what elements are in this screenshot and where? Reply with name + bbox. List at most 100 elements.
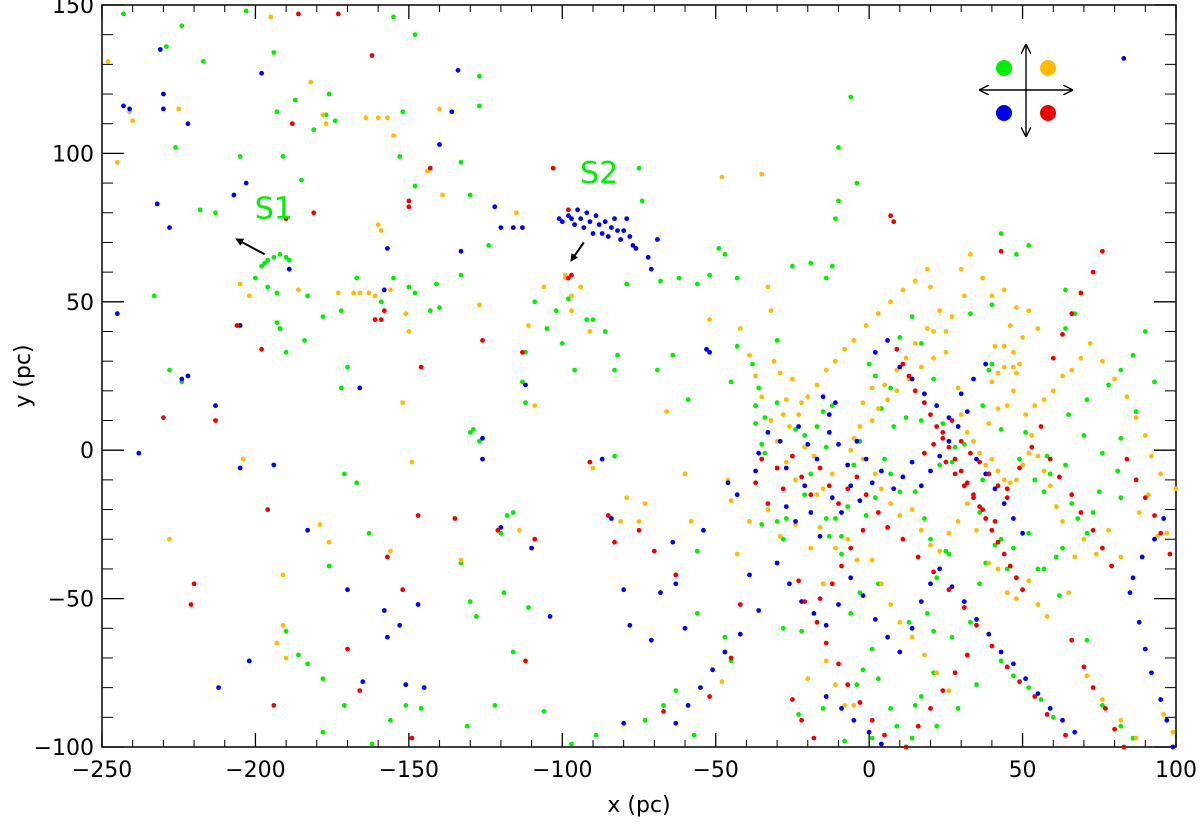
data-point (949, 418, 955, 423)
data-point (777, 438, 783, 444)
legend-quadrant-dot (996, 105, 1012, 121)
data-point (793, 477, 798, 483)
data-point (572, 367, 577, 373)
data-point (817, 525, 823, 530)
data-point (633, 246, 639, 251)
data-point (940, 435, 946, 441)
data-point (869, 646, 875, 652)
y-tick-label: −100 (34, 736, 94, 761)
data-point (584, 210, 590, 216)
data-point (977, 459, 982, 465)
data-point (986, 560, 992, 566)
data-point (928, 581, 933, 587)
data-point (1044, 614, 1050, 619)
data-point (449, 109, 455, 115)
data-point (694, 281, 700, 287)
data-point (458, 557, 464, 563)
data-point (839, 563, 844, 569)
data-point (977, 510, 982, 515)
data-point (694, 548, 700, 554)
data-point (977, 581, 982, 587)
data-point (385, 246, 390, 251)
data-point (121, 103, 126, 109)
data-point (369, 741, 375, 747)
data-point (934, 670, 940, 676)
data-point (1170, 729, 1176, 735)
data-point (888, 706, 893, 711)
data-point (1078, 290, 1084, 296)
data-point (1001, 364, 1007, 370)
data-point (1044, 712, 1050, 717)
data-point (345, 364, 350, 370)
data-point (992, 343, 998, 349)
data-point (569, 741, 574, 747)
data-point (995, 483, 1001, 489)
data-point (259, 263, 264, 269)
data-point (216, 685, 222, 690)
data-point (253, 275, 258, 281)
data-point (636, 527, 642, 533)
data-point (900, 474, 906, 480)
data-point (961, 605, 967, 610)
data-point (894, 367, 900, 373)
data-point (556, 216, 562, 222)
data-point (523, 382, 528, 388)
data-point (464, 723, 470, 729)
data-point (246, 293, 252, 299)
data-point (553, 308, 559, 314)
data-point (918, 527, 924, 533)
data-point (259, 70, 264, 76)
y-tick-label: 150 (52, 0, 94, 19)
data-point (673, 572, 679, 578)
data-point (888, 471, 893, 477)
data-point (989, 302, 995, 308)
data-point (894, 388, 900, 394)
data-point (955, 706, 961, 711)
data-point (833, 682, 838, 688)
data-point (1118, 717, 1124, 723)
data-point (759, 456, 765, 462)
data-point (707, 694, 712, 699)
data-point (820, 581, 826, 587)
data-point (952, 444, 958, 450)
data-point (130, 118, 136, 124)
data-point (869, 557, 875, 563)
data-point (854, 474, 860, 480)
data-point (1053, 554, 1059, 560)
data-point (912, 388, 918, 394)
data-point (805, 441, 811, 447)
data-point (734, 343, 740, 349)
data-point (952, 456, 958, 462)
data-point (418, 364, 424, 370)
data-point (477, 103, 482, 109)
data-point (1084, 637, 1090, 643)
data-point (995, 539, 1001, 545)
data-point (280, 154, 286, 159)
data-point (523, 658, 528, 664)
data-point (875, 510, 881, 515)
data-point (808, 260, 814, 266)
data-point (943, 349, 949, 355)
data-point (833, 400, 838, 406)
data-point (971, 376, 976, 382)
data-point (698, 685, 703, 690)
data-point (888, 385, 893, 391)
data-point (121, 11, 126, 17)
data-point (1142, 495, 1148, 501)
data-point (1090, 685, 1096, 690)
data-point (332, 118, 338, 124)
data-point (964, 430, 970, 435)
data-point (1118, 554, 1124, 560)
data-point (516, 527, 522, 533)
data-point (998, 658, 1004, 664)
data-point (277, 326, 283, 331)
data-points (105, 8, 1179, 750)
data-point (335, 290, 341, 296)
data-point (860, 527, 866, 533)
data-point (354, 480, 360, 486)
data-point (559, 341, 565, 346)
data-point (836, 501, 841, 506)
data-point (259, 346, 264, 352)
data-point (1081, 536, 1087, 542)
data-point (780, 625, 786, 631)
